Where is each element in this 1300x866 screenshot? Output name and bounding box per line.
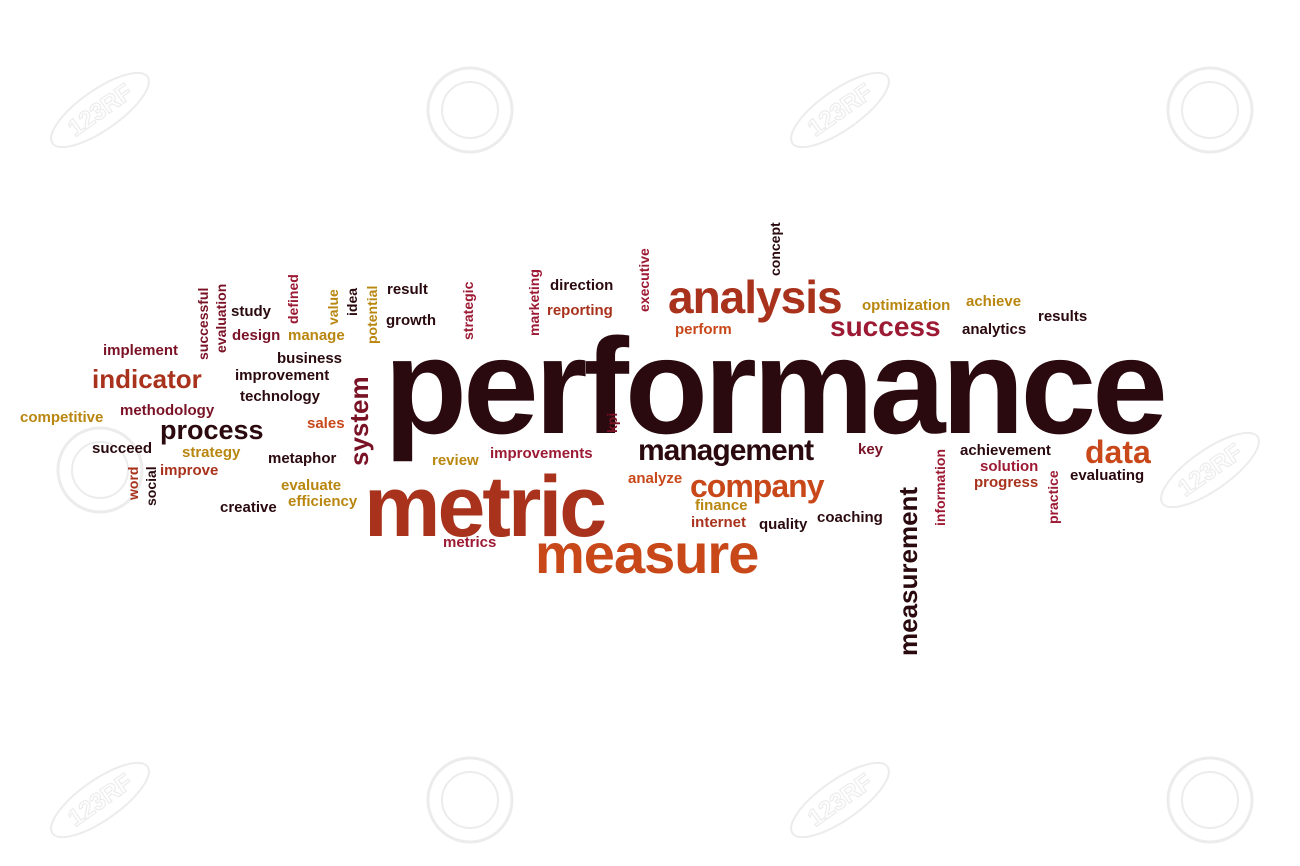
word-optimization: optimization	[862, 297, 951, 314]
word-evaluate: evaluate	[281, 477, 342, 494]
word-marketing: marketing	[526, 269, 542, 336]
word-methodology: methodology	[120, 402, 215, 419]
word-creative: creative	[220, 499, 277, 516]
word-evaluation: evaluation	[213, 283, 229, 353]
word-progress: progress	[974, 474, 1039, 491]
word-analysis: analysis	[668, 271, 843, 323]
watermark-logo	[40, 410, 160, 530]
word-perform: perform	[675, 321, 732, 338]
word-result: result	[387, 281, 428, 298]
word-improvements: improvements	[490, 445, 593, 462]
word-practice: practice	[1045, 470, 1061, 524]
word-study: study	[231, 303, 272, 320]
word-success: success	[830, 311, 941, 342]
word-implement: implement	[103, 342, 179, 359]
word-performance: performance	[384, 310, 1168, 462]
word-executive: executive	[636, 248, 652, 312]
word-value: value	[325, 289, 341, 325]
watermark-logo	[410, 740, 530, 860]
watermark-logo: 123RF	[40, 740, 160, 860]
watermark-logo: 123RF	[780, 50, 900, 170]
word-analyze: analyze	[628, 470, 683, 487]
word-defined: defined	[285, 274, 301, 324]
word-data: data	[1085, 434, 1151, 470]
word-sales: sales	[307, 415, 345, 432]
word-quality: quality	[759, 516, 808, 533]
word-solution: solution	[980, 458, 1039, 475]
word-results: results	[1038, 308, 1088, 325]
word-strategic: strategic	[460, 281, 476, 340]
word-idea: idea	[344, 287, 360, 316]
word-analytics: analytics	[962, 321, 1027, 338]
word-indicator: indicator	[92, 364, 202, 394]
word-design: design	[232, 327, 281, 344]
word-achievement: achievement	[960, 442, 1051, 459]
word-efficiency: efficiency	[288, 493, 358, 510]
word-successful: successful	[195, 287, 211, 360]
watermark-logo	[410, 50, 530, 170]
watermark-logo	[1150, 50, 1270, 170]
word-manage: manage	[288, 327, 345, 344]
word-coaching: coaching	[817, 509, 883, 526]
word-company: company	[690, 468, 824, 504]
word-technology: technology	[240, 388, 321, 405]
word-process: process	[160, 415, 264, 445]
word-metrics: metrics	[443, 534, 497, 551]
word-word: word	[125, 466, 141, 500]
word-metaphor: metaphor	[268, 450, 337, 467]
word-finance: finance	[695, 497, 748, 514]
word-internet: internet	[691, 514, 747, 531]
word-strategy: strategy	[182, 444, 241, 461]
watermark-logo: 123RF	[1150, 410, 1270, 530]
word-information: information	[932, 449, 948, 526]
word-competitive: competitive	[20, 409, 104, 426]
word-measurement: measurement	[893, 486, 923, 656]
word-measure: measure	[535, 522, 759, 585]
word-key: key	[858, 441, 884, 458]
word-evaluating: evaluating	[1070, 467, 1145, 484]
word-management: management	[638, 434, 814, 467]
word-social: social	[143, 466, 159, 506]
word-concept: concept	[767, 222, 783, 276]
word-growth: growth	[386, 312, 436, 329]
word-improve: improve	[160, 462, 219, 479]
word-system: system	[344, 376, 374, 466]
word-succeed: succeed	[92, 440, 153, 457]
word-business: business	[277, 350, 343, 367]
word-direction: direction	[550, 277, 614, 294]
word-achieve: achieve	[966, 293, 1022, 310]
word-improvement: improvement	[235, 367, 330, 384]
word-review: review	[432, 452, 479, 469]
word-metric: metric	[364, 459, 607, 555]
watermark-logo: 123RF	[780, 740, 900, 860]
word-kpi: kpi	[604, 412, 620, 433]
word-reporting: reporting	[547, 302, 613, 319]
word-potential: potential	[364, 285, 380, 344]
watermark-logo	[1150, 740, 1270, 860]
watermark-logo: 123RF	[40, 50, 160, 170]
